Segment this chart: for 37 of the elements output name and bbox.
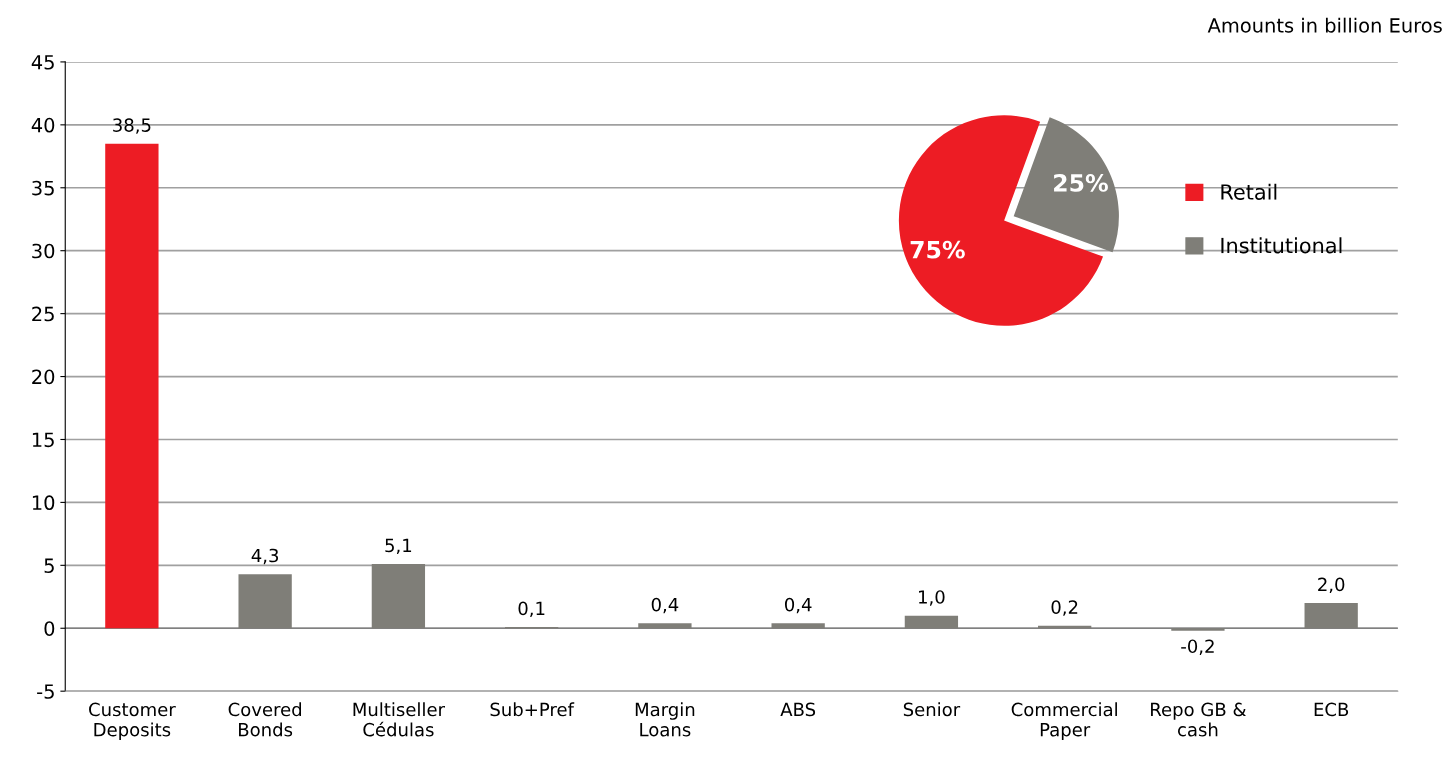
y-tick-label: 10 — [32, 495, 55, 511]
y-tick-label: -5 — [37, 684, 54, 699]
x-tick-label: Senior — [903, 702, 961, 717]
y-tick-label: 15 — [32, 432, 54, 448]
x-tick-label: Commercial Paper — [1011, 702, 1117, 740]
y-tick-label: 30 — [32, 243, 55, 259]
legend-label: Institutional — [1221, 237, 1342, 254]
data-label: -0,2 — [1181, 639, 1214, 655]
x-tick-label: Multiseller Cédulas — [353, 702, 445, 737]
y-tick-label: 0 — [44, 621, 55, 636]
data-label: 1,0 — [919, 590, 945, 606]
data-label: 0,4 — [784, 597, 812, 614]
y-tick-label: 35 — [32, 180, 54, 196]
y-tick-label: 25 — [32, 306, 54, 322]
data-label: 2,0 — [1318, 577, 1345, 594]
x-tick-label: Margin Loans — [635, 702, 695, 737]
x-tick-label: ECB — [1314, 702, 1349, 717]
bar — [105, 143, 159, 629]
data-label: 25% — [1054, 173, 1108, 192]
data-label: 75% — [910, 240, 965, 259]
data-label: 0,4 — [651, 597, 679, 614]
text: Amounts in billion Euros — [1207, 17, 1442, 33]
x-tick-label: Customer Deposits — [89, 702, 176, 740]
data-label: 4,3 — [251, 548, 279, 565]
x-tick-label: ABS — [780, 702, 816, 717]
data-label: 0,1 — [518, 601, 545, 618]
data-label: 5,1 — [385, 538, 412, 555]
x-tick-label: Sub+Pref — [490, 702, 575, 717]
x-tick-label: Repo GB & cash — [1151, 702, 1246, 737]
data-label: 0,2 — [1051, 600, 1078, 616]
x-tick-label: Covered Bonds — [228, 702, 302, 737]
y-tick-label: 5 — [44, 558, 54, 573]
y-tick-label: 45 — [31, 55, 54, 70]
y-tick-label: 40 — [31, 117, 55, 133]
y-tick-label: 20 — [32, 369, 55, 385]
data-label: 38,5 — [113, 118, 151, 134]
legend-label: Retail — [1221, 183, 1277, 200]
